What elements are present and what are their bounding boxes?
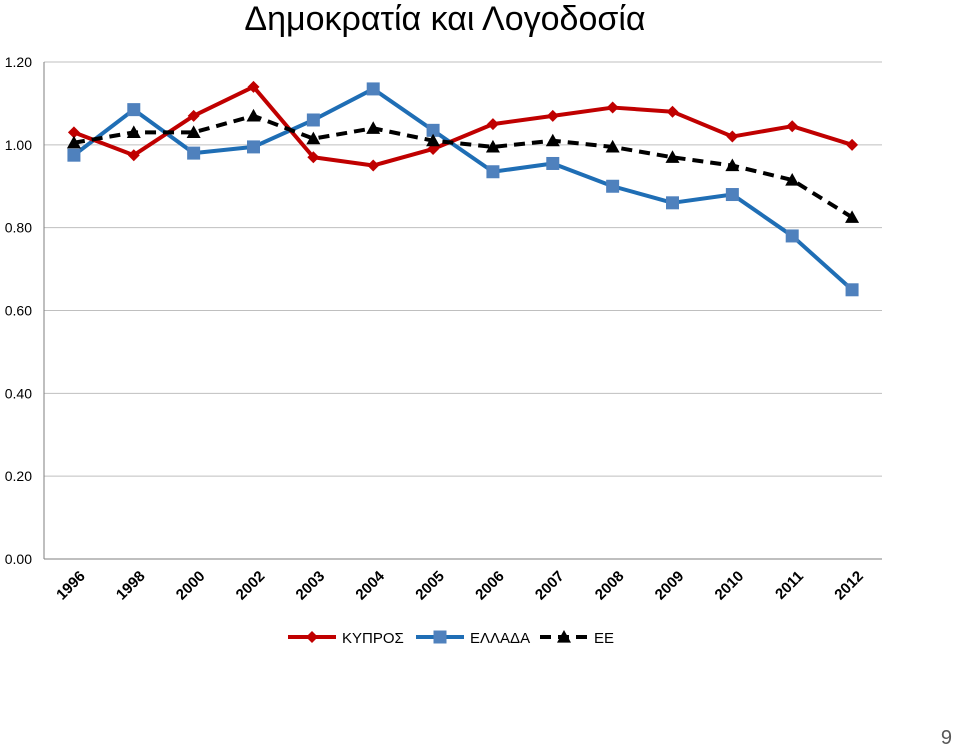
data-point xyxy=(127,103,141,117)
y-tick-label: 0.40 xyxy=(5,385,32,401)
data-point xyxy=(666,105,679,118)
data-point xyxy=(426,133,441,147)
series-line xyxy=(73,113,854,220)
series-line xyxy=(72,86,854,292)
data-point xyxy=(726,130,739,143)
data-point xyxy=(606,179,620,193)
page-number: 9 xyxy=(940,727,952,749)
x-tick-label: 2000 xyxy=(173,568,209,604)
data-point xyxy=(366,121,381,134)
legend-swatch-marker xyxy=(306,631,318,643)
x-tick-label: 2011 xyxy=(772,568,807,603)
y-tick-label: 0.80 xyxy=(5,220,32,236)
legend-swatch-marker xyxy=(557,630,571,643)
data-point xyxy=(307,151,320,164)
data-point xyxy=(785,229,799,243)
data-point xyxy=(246,108,261,122)
data-point xyxy=(725,188,739,202)
legend-label: ΕΛΛΑΔΑ xyxy=(470,630,530,647)
y-tick-label: 0.20 xyxy=(5,468,32,484)
data-point xyxy=(367,159,380,172)
data-point xyxy=(366,82,380,96)
data-point xyxy=(605,139,620,153)
data-point xyxy=(606,101,619,114)
data-point xyxy=(845,210,860,223)
series-lines xyxy=(66,80,860,297)
data-point xyxy=(247,80,260,93)
legend: ΚΥΠΡΟΣ ΕΛΛΑΔΑ ΕΕ xyxy=(288,630,614,647)
data-point xyxy=(126,125,141,139)
x-tick-label: 2007 xyxy=(532,568,568,604)
legend-swatch-marker xyxy=(433,630,447,644)
series-line xyxy=(73,84,853,168)
data-point xyxy=(485,139,500,153)
x-tick-label: 2008 xyxy=(592,568,628,604)
data-point xyxy=(546,156,560,170)
series-0 xyxy=(67,80,859,172)
y-tick-label: 1.20 xyxy=(5,54,32,70)
x-tick-label: 2009 xyxy=(652,568,688,604)
data-point xyxy=(546,109,559,122)
data-point xyxy=(67,148,81,162)
x-tick-label: 2005 xyxy=(412,568,448,604)
y-tick-label: 0.00 xyxy=(5,551,32,567)
data-point xyxy=(66,135,81,149)
data-point xyxy=(186,125,201,139)
gridlines xyxy=(44,61,882,477)
legend-item: ΕΛΛΑΔΑ xyxy=(416,630,530,647)
data-point xyxy=(306,113,320,127)
x-tick-label: 2006 xyxy=(472,568,508,604)
data-point xyxy=(845,283,859,297)
x-tick-label: 2004 xyxy=(352,567,388,603)
y-tick-label: 1.00 xyxy=(5,137,32,153)
data-point xyxy=(786,120,799,133)
data-point xyxy=(846,138,859,151)
data-point xyxy=(127,149,140,162)
data-point xyxy=(545,133,560,147)
series-1 xyxy=(67,82,859,297)
data-point xyxy=(785,173,800,186)
chart-title: Δημοκρατία και Λογοδοσία xyxy=(244,0,646,38)
series-2 xyxy=(66,108,860,223)
x-tick-label: 2010 xyxy=(712,568,748,604)
data-point xyxy=(306,131,321,145)
x-tick-label: 1996 xyxy=(53,568,89,604)
x-tick-label: 1998 xyxy=(113,568,149,604)
y-tick-label: 0.60 xyxy=(5,303,32,319)
legend-item: ΚΥΠΡΟΣ xyxy=(288,630,404,647)
data-point xyxy=(665,150,680,163)
legend-item: ΕΕ xyxy=(540,630,614,647)
x-tick-label: 2012 xyxy=(831,568,867,604)
data-point xyxy=(486,118,499,131)
data-point xyxy=(666,196,679,210)
data-point xyxy=(187,109,200,122)
data-point xyxy=(187,146,201,160)
x-tick-label: 2002 xyxy=(233,568,269,604)
x-tick-label: 2003 xyxy=(293,568,329,604)
legend-label: ΚΥΠΡΟΣ xyxy=(342,630,404,647)
legend-label: ΕΕ xyxy=(594,630,614,647)
data-point xyxy=(725,158,740,172)
data-point xyxy=(67,126,80,139)
data-point xyxy=(247,140,260,154)
data-point xyxy=(486,165,500,179)
